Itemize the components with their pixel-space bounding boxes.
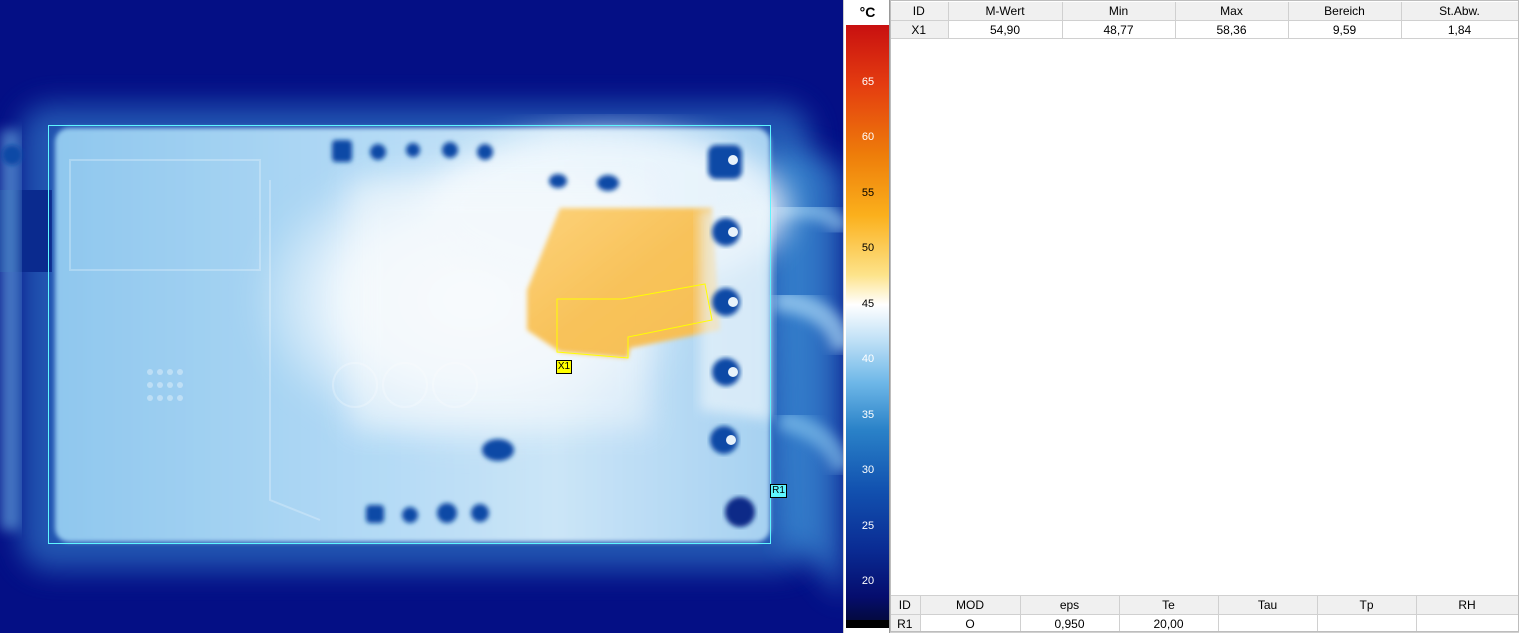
scale-tick-55: 55 bbox=[861, 186, 875, 199]
parameter-cell-te: 20,00 bbox=[1119, 614, 1219, 633]
scale-tick-60: 60 bbox=[861, 131, 875, 144]
scale-tick-50: 50 bbox=[861, 242, 875, 255]
scale-tick-40: 40 bbox=[861, 353, 875, 366]
mounting-holes bbox=[708, 145, 755, 527]
measurement-cell-bereich: 9,59 bbox=[1288, 20, 1402, 39]
measurement-header-st-abw-[interactable]: St.Abw. bbox=[1401, 2, 1519, 21]
roi-polygon-x1[interactable] bbox=[556, 283, 713, 359]
thermal-image[interactable]: X1 R1 bbox=[0, 0, 843, 633]
hot-region bbox=[527, 208, 720, 358]
measurement-table-header: ID M-Wert Min Max Bereich St.Abw. bbox=[890, 2, 1519, 21]
scale-gradient-bar bbox=[846, 25, 889, 620]
parameter-cell-eps: 0,950 bbox=[1020, 614, 1120, 633]
parameter-table: ID MOD eps Te Tau Tp RH R1 O 0,950 20,00 bbox=[890, 595, 1519, 633]
measurement-cell-id: X1 bbox=[890, 20, 949, 39]
parameter-header-tp[interactable]: Tp bbox=[1317, 595, 1417, 615]
results-panel: ID M-Wert Min Max Bereich St.Abw. X1 54,90 48,7… bbox=[890, 0, 1520, 633]
measurement-table: ID M-Wert Min Max Bereich St.Abw. X1 54,90 48,7… bbox=[890, 2, 1519, 39]
parameter-header-rh[interactable]: RH bbox=[1416, 595, 1519, 615]
cable-glow bbox=[770, 150, 843, 600]
parameter-header-tau[interactable]: Tau bbox=[1218, 595, 1318, 615]
measurement-cell-min: 48,77 bbox=[1062, 20, 1176, 39]
measurement-row[interactable]: X1 54,90 48,77 58,36 9,59 1,84 bbox=[890, 20, 1519, 39]
parameter-table-header: ID MOD eps Te Tau Tp RH bbox=[890, 595, 1519, 615]
parameter-cell-id: R1 bbox=[890, 614, 921, 633]
measurement-header-max[interactable]: Max bbox=[1175, 2, 1289, 21]
parameter-header-te[interactable]: Te bbox=[1119, 595, 1219, 615]
scale-tick-30: 30 bbox=[861, 464, 875, 477]
measurement-header-bereich[interactable]: Bereich bbox=[1288, 2, 1402, 21]
pcb-traces bbox=[69, 159, 478, 521]
pcb-dots bbox=[147, 369, 183, 401]
results-panel-frame bbox=[890, 0, 1519, 632]
marker-x1-label: X1 bbox=[557, 361, 571, 372]
scale-tick-25: 25 bbox=[861, 519, 875, 532]
measurement-header-min[interactable]: Min bbox=[1062, 2, 1176, 21]
marker-r1-label: R1 bbox=[772, 485, 785, 496]
measurement-cell-max: 58,36 bbox=[1175, 20, 1289, 39]
color-scale: °C 65 60 55 50 45 40 35 30 25 20 bbox=[843, 0, 890, 633]
scale-tick-65: 65 bbox=[861, 76, 875, 88]
thermal-image-svg bbox=[0, 105, 843, 600]
parameter-header-id[interactable]: ID bbox=[890, 595, 921, 615]
parameter-cell-tau bbox=[1218, 614, 1318, 633]
measurement-cell-m-wert: 54,90 bbox=[948, 20, 1063, 39]
parameter-header-eps[interactable]: eps bbox=[1020, 595, 1120, 615]
parameter-cell-mod: O bbox=[920, 614, 1021, 633]
parameter-cell-rh bbox=[1416, 614, 1519, 633]
parameter-row[interactable]: R1 O 0,950 20,00 bbox=[890, 614, 1519, 633]
scale-tick-35: 35 bbox=[861, 408, 875, 421]
measurement-header-m-wert[interactable]: M-Wert bbox=[948, 2, 1063, 21]
scale-unit-label: °C bbox=[859, 4, 876, 20]
marker-r1[interactable]: R1 bbox=[770, 484, 787, 498]
scale-tick-20: 20 bbox=[861, 575, 875, 587]
scale-bottom-cap bbox=[846, 620, 889, 628]
measurement-cell-st-abw-: 1,84 bbox=[1401, 20, 1519, 39]
roi-rectangle-r1[interactable] bbox=[48, 125, 771, 544]
parameter-header-mod[interactable]: MOD bbox=[920, 595, 1021, 615]
marker-x1[interactable]: X1 bbox=[556, 360, 572, 374]
cold-components bbox=[2, 140, 619, 523]
parameter-cell-tp bbox=[1317, 614, 1417, 633]
scale-tick-45: 45 bbox=[861, 297, 875, 310]
measurement-header-id[interactable]: ID bbox=[890, 2, 949, 21]
